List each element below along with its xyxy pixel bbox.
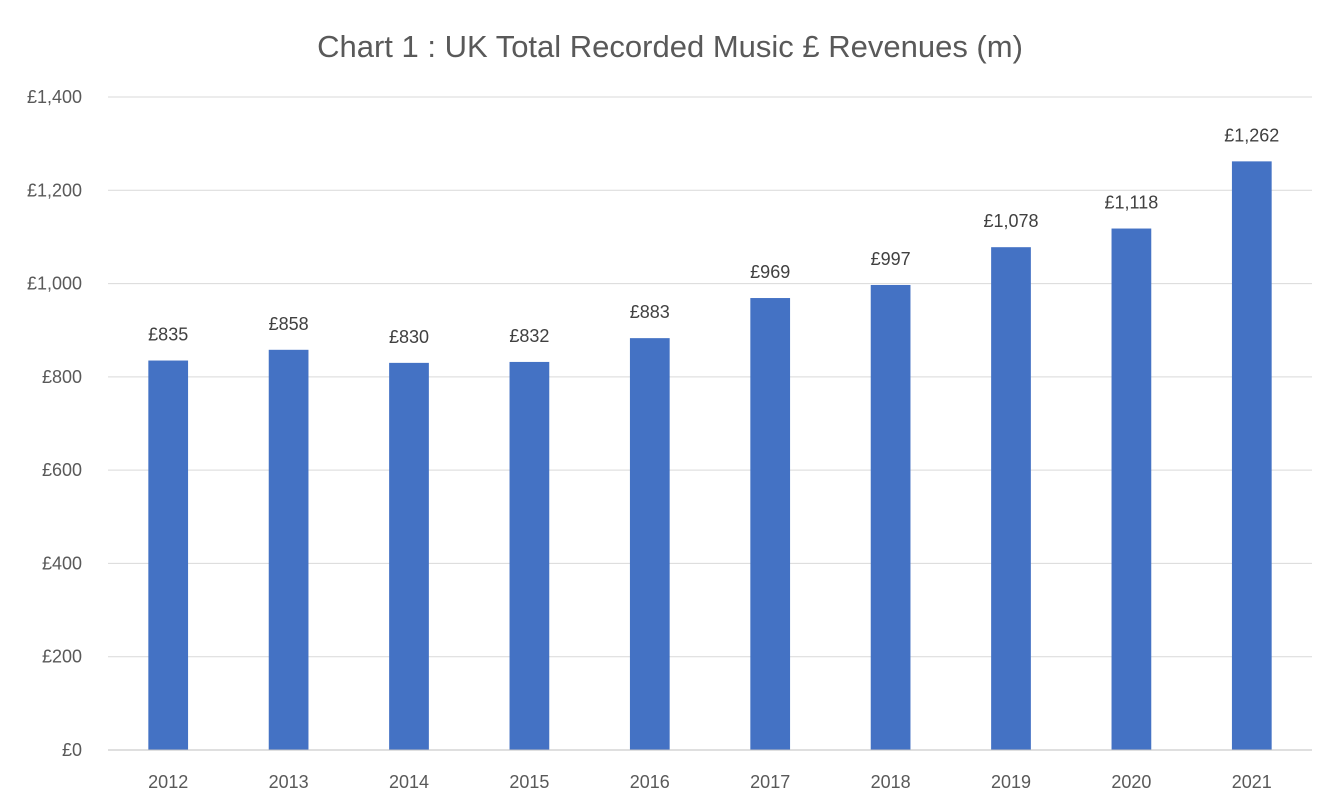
x-tick-label: 2019 [991, 772, 1031, 792]
bar [389, 362, 429, 750]
y-tick-label: £400 [42, 553, 82, 573]
y-tick-label: £0 [62, 740, 82, 760]
gridlines [108, 96, 1312, 658]
data-label: £1,078 [983, 211, 1038, 231]
x-tick-label: 2013 [269, 772, 309, 792]
bar [1231, 161, 1272, 751]
bar [268, 349, 309, 750]
x-tick-label: 2015 [509, 772, 549, 792]
x-tick-label: 2014 [389, 772, 429, 792]
y-tick-label: £600 [42, 460, 82, 480]
y-tick-label: £1,400 [27, 87, 82, 107]
data-label: £997 [871, 249, 911, 269]
data-label: £830 [389, 327, 429, 347]
chart-title: Chart 1 : UK Total Recorded Music £ Reve… [317, 29, 1023, 64]
bar [991, 247, 1031, 750]
bar [509, 361, 550, 750]
y-tick-label: £800 [42, 367, 82, 387]
x-tick-label: 2020 [1111, 772, 1151, 792]
x-tick-label: 2016 [630, 772, 670, 792]
data-label: £1,262 [1224, 125, 1279, 145]
y-tick-label: £1,000 [27, 274, 82, 294]
data-label: £1,118 [1105, 193, 1159, 213]
bar [750, 298, 791, 750]
x-tick-label: 2018 [871, 772, 911, 792]
bar [629, 338, 670, 750]
x-tick-label: 2017 [750, 772, 790, 792]
y-tick-label: £1,200 [27, 180, 82, 200]
data-label: £858 [269, 314, 309, 334]
bar [1111, 228, 1152, 751]
data-label: £835 [148, 325, 188, 345]
bars [148, 161, 1272, 751]
data-labels: £835 £858 £830 £832 £883 £969 £997 £1,078 £1,118… [148, 125, 1279, 346]
y-axis: £0 £200 £400 £600 £800 £1,000 £1,200 £1,400 [27, 87, 82, 760]
bar [148, 360, 189, 750]
data-label: £969 [750, 262, 790, 282]
data-label: £832 [509, 326, 549, 346]
x-tick-label: 2012 [148, 772, 188, 792]
x-tick-label: 2021 [1232, 772, 1272, 792]
x-axis: 2012 2013 2014 2015 2016 2017 2018 2019 2020 2021 [108, 749, 1312, 792]
bar [870, 284, 911, 750]
y-tick-label: £200 [42, 647, 82, 667]
data-label: £883 [630, 302, 670, 322]
